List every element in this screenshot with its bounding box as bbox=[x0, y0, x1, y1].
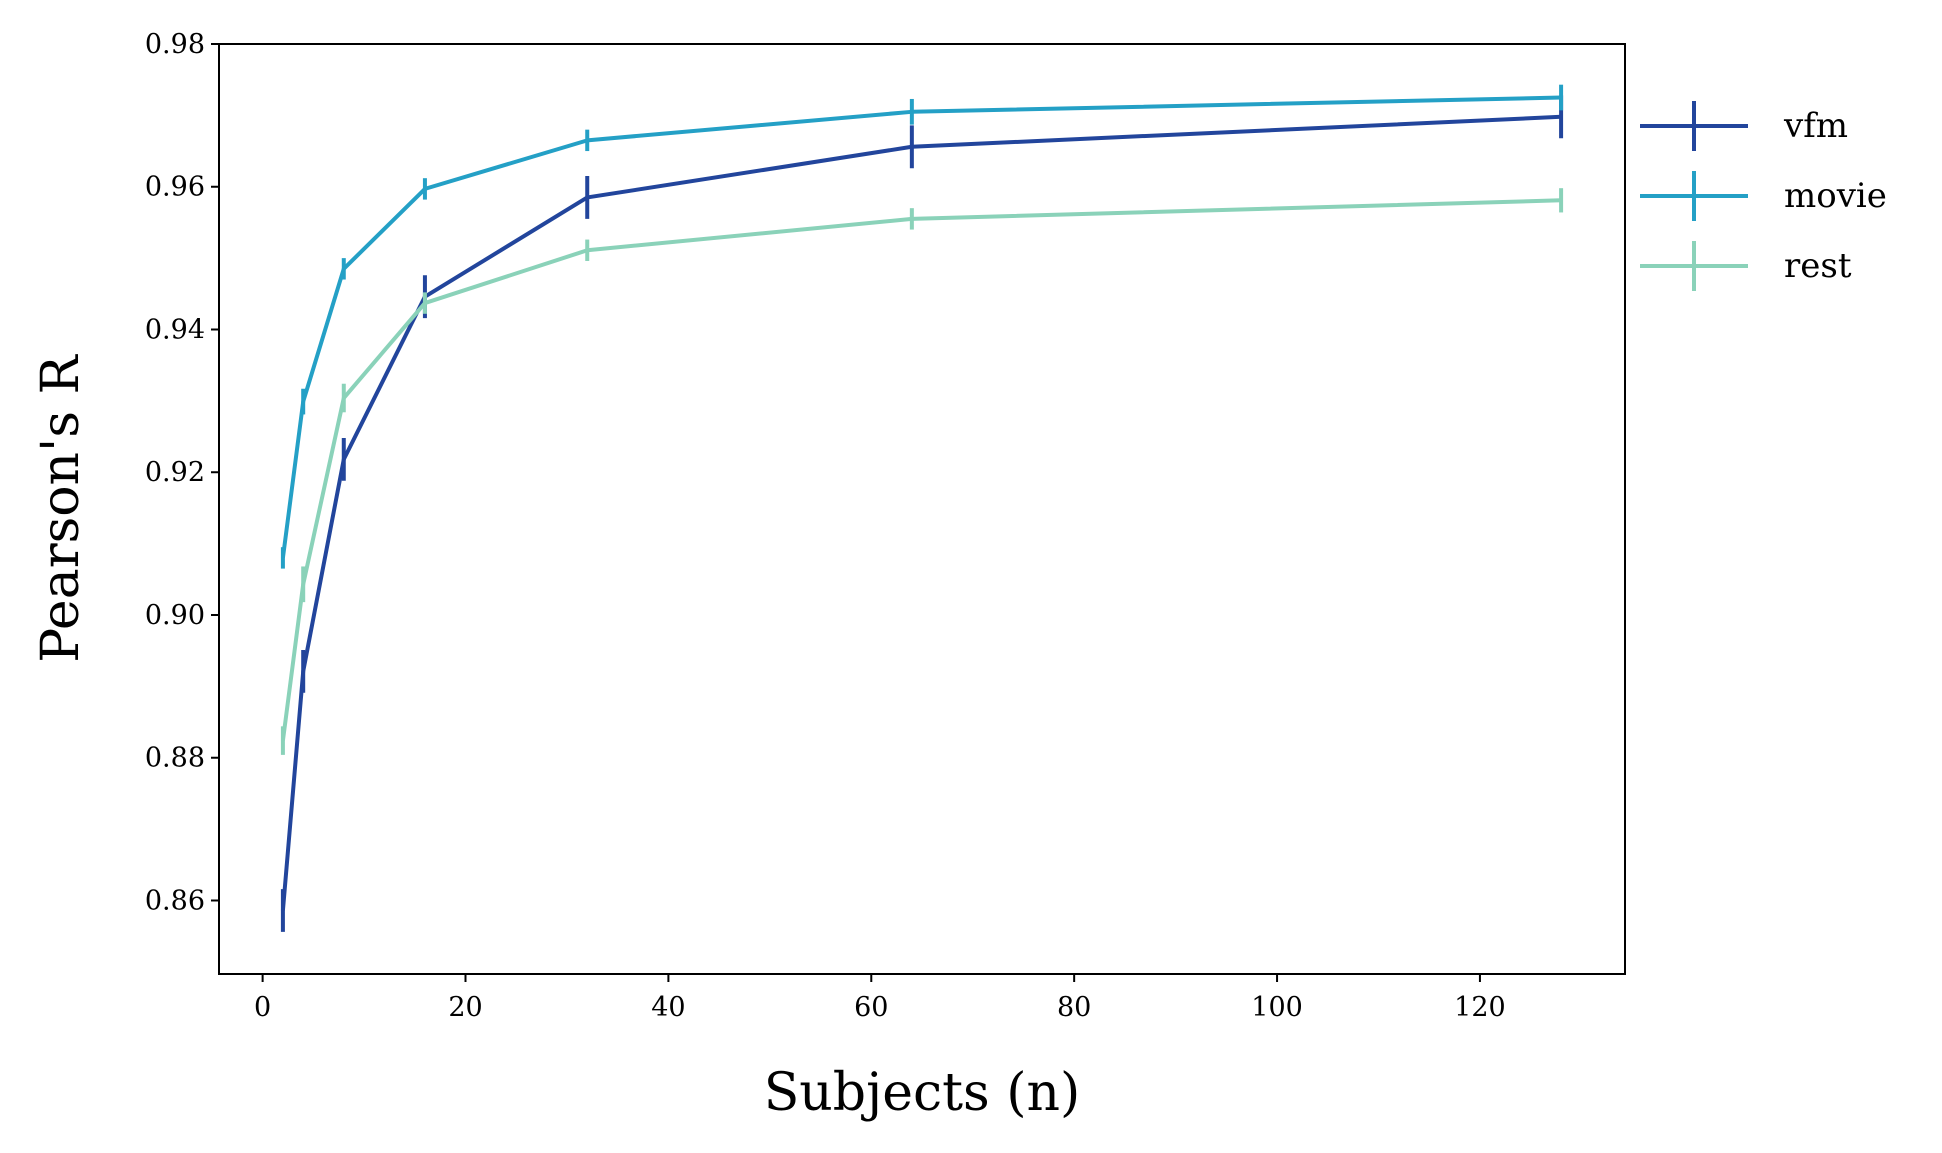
series-line-movie bbox=[280, 95, 1562, 559]
x-tick-label: 100 bbox=[1251, 992, 1303, 1023]
x-tick-label: 60 bbox=[854, 992, 888, 1023]
y-tick-label: 0.92 bbox=[145, 457, 205, 488]
y-tick-label: 0.86 bbox=[145, 885, 205, 916]
x-axis-label: Subjects (n) bbox=[764, 1063, 1081, 1123]
x-tick-label: 0 bbox=[254, 992, 271, 1023]
series-line-vfm bbox=[280, 114, 1562, 911]
plot-marks bbox=[280, 84, 1564, 932]
x-tick-label: 80 bbox=[1057, 992, 1091, 1023]
x-tick-label: 40 bbox=[651, 992, 685, 1023]
x-tick-label: 120 bbox=[1454, 992, 1506, 1023]
legend-label-rest: rest bbox=[1784, 246, 1852, 286]
series-line-rest bbox=[280, 198, 1562, 741]
y-axis: 0.86 0.88 0.90 0.92 0.94 0.96 0.98 bbox=[145, 29, 219, 916]
y-axis-label: Pearson's R bbox=[31, 353, 91, 662]
legend: vfm movie rest bbox=[1640, 101, 1887, 291]
y-tick-label: 0.96 bbox=[145, 172, 205, 203]
y-tick-label: 0.94 bbox=[145, 314, 205, 345]
y-tick-label: 0.90 bbox=[145, 600, 205, 631]
plot-frame bbox=[218, 43, 1626, 975]
legend-label-vfm: vfm bbox=[1783, 106, 1848, 146]
x-tick-label: 20 bbox=[448, 992, 482, 1023]
x-axis: 0 20 40 60 80 100 120 bbox=[254, 974, 1506, 1023]
y-tick-label: 0.98 bbox=[145, 29, 205, 60]
y-tick-label: 0.88 bbox=[145, 743, 205, 774]
legend-label-movie: movie bbox=[1784, 176, 1887, 216]
